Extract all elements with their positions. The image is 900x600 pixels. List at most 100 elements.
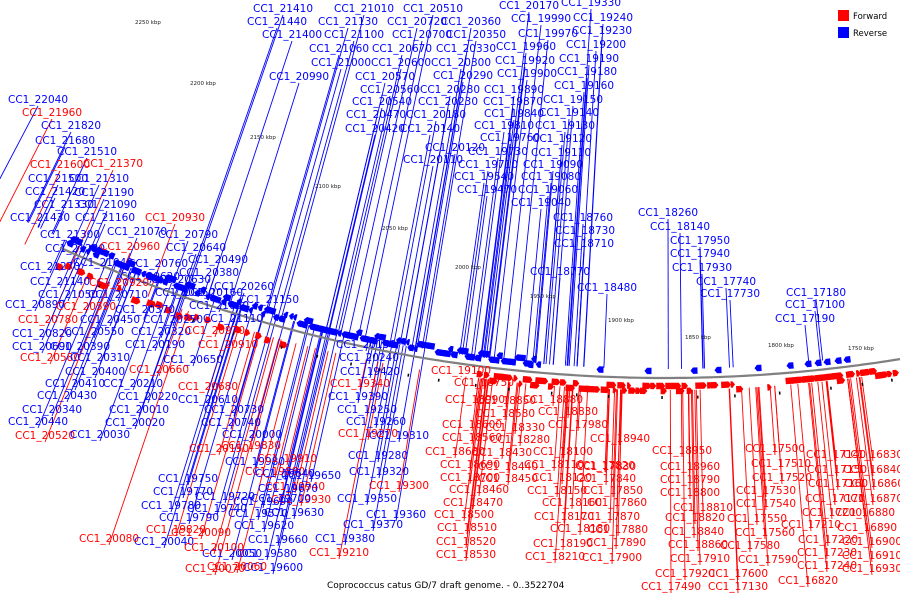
gene-label: CC1_20360: [441, 16, 501, 28]
gene-label: CC1_20990: [269, 71, 329, 83]
leader-line: [728, 388, 739, 594]
gene-label: CC1_18840: [664, 526, 724, 538]
leader-line: [163, 305, 239, 549]
forward-feature: [848, 370, 856, 378]
gene-label: CC1_19320: [349, 466, 409, 478]
leader-line: [488, 52, 527, 359]
gene-label: CC1_17170: [805, 493, 865, 505]
gene-label: CC1_21310: [69, 173, 129, 185]
gene-label: CC1_18150: [527, 485, 587, 497]
gene-label: CC1_20740: [201, 417, 261, 429]
reverse-feature: [73, 237, 84, 247]
gene-label: CC1_19390: [328, 391, 388, 403]
leader-line: [132, 282, 172, 391]
leader-line: [172, 288, 187, 327]
gene-label: CC1_19910: [257, 453, 317, 465]
leader-line: [562, 386, 569, 459]
gene-label: CC1_19770: [153, 486, 213, 498]
leader-line: [281, 14, 365, 318]
reverse-feature: [483, 350, 490, 358]
gene-label: CC1_21600: [30, 159, 90, 171]
leader-line: [200, 333, 261, 540]
gene-label: CC1_19780: [141, 500, 201, 512]
leader-line: [375, 343, 393, 429]
gene-label: CC1_16830: [843, 449, 900, 461]
gene-label: CC1_16860: [844, 478, 900, 490]
gene-label: CC1_19880: [245, 466, 305, 478]
gene-label: CC1_16900: [842, 536, 900, 548]
leader-line: [395, 349, 426, 522]
gene-label: CC1_20660: [129, 364, 189, 376]
forward-feature: [572, 379, 580, 387]
gene-label: CC1_20170: [499, 0, 559, 12]
leader-line: [284, 327, 323, 481]
gene-label: CC1_21040: [73, 257, 133, 269]
gene-label: CC1_18430: [472, 447, 532, 459]
forward-feature: [513, 375, 518, 382]
gene-label: CC1_21440: [247, 16, 307, 28]
leader-line: [109, 268, 134, 327]
leader-line: [41, 249, 88, 354]
leader-line: [398, 369, 421, 493]
reverse-feature: [399, 337, 407, 345]
leader-line: [534, 182, 552, 364]
gene-label: CC1_17190: [775, 313, 835, 325]
leader-line: [358, 40, 423, 337]
reverse-feature: [644, 367, 652, 375]
gene-label: CC1_20690: [12, 341, 72, 353]
leader-line: [277, 329, 330, 547]
leader-line: [454, 376, 467, 459]
reverse-feature: [690, 367, 698, 374]
gene-label: CC1_19750: [158, 473, 218, 485]
reverse-feature: [126, 259, 137, 268]
gene-label: CC1_20020: [105, 417, 165, 429]
leader-line: [229, 82, 300, 303]
gene-label: CC1_19240: [573, 12, 633, 24]
gene-label: CC1_20560: [360, 84, 420, 96]
leader-line: [576, 249, 585, 367]
gene-label: CC1_20390: [50, 341, 110, 353]
gene-label: CC1_18500: [434, 509, 494, 521]
gene-label: CC1_21300: [40, 229, 100, 241]
gene-label: CC1_20910: [198, 339, 258, 351]
forward-feature: [696, 382, 707, 389]
gene-label: CC1_20140: [400, 123, 460, 135]
reverse-feature: [786, 362, 794, 369]
reverse-feature: [88, 244, 98, 253]
reverse-feature: [156, 276, 164, 284]
leader-line: [348, 27, 418, 335]
leader-line: [826, 381, 838, 477]
forward-feature: [64, 262, 73, 271]
gene-label: CC1_19810: [474, 120, 534, 132]
reverse-feature: [194, 289, 201, 297]
leader-line: [154, 285, 179, 352]
leader-line: [52, 210, 65, 235]
leader-line: [485, 11, 530, 359]
gene-label: CC1_18770: [530, 266, 590, 278]
leader-line: [561, 386, 569, 485]
reverse-feature: [251, 302, 259, 310]
forward-feature: [639, 387, 648, 395]
reverse-feature: [370, 337, 378, 345]
gene-label: CC1_16910: [842, 550, 900, 562]
gene-label: CC1_21100: [324, 29, 384, 41]
gene-label: CC1_17490: [641, 581, 701, 593]
leader-line: [216, 315, 274, 516]
gene-label: CC1_19370: [343, 519, 403, 531]
leader-line: [236, 343, 297, 574]
leader-line: [37, 258, 109, 429]
leader-line: [94, 269, 138, 379]
forward-feature: [518, 380, 523, 388]
leader-line: [825, 381, 839, 491]
forward-feature: [730, 381, 735, 388]
gene-label: CC1_21010: [334, 3, 394, 15]
leader-line: [692, 389, 696, 525]
leader-line: [250, 339, 282, 453]
gene-label: CC1_20000: [222, 429, 282, 441]
gene-label: CC1_17560: [735, 527, 795, 539]
leader-line: [138, 287, 185, 417]
leader-line: [277, 40, 355, 317]
gene-label: CC1_18960: [660, 461, 720, 473]
leader-line: [679, 232, 682, 369]
leader-line: [170, 304, 236, 513]
